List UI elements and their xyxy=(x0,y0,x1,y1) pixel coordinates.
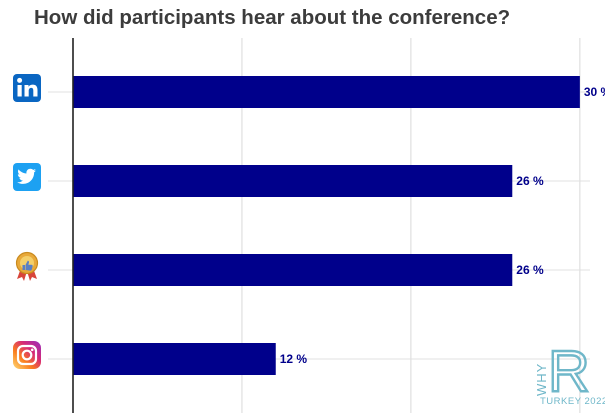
value-labels: 30 % 26 % 26 % 12 % xyxy=(280,85,605,366)
why-r-turkey-logo: WHY R TURKEY 2022 xyxy=(534,338,605,407)
bar-0 xyxy=(73,76,580,108)
chart-title: How did participants hear about the conf… xyxy=(34,6,511,29)
bars xyxy=(73,76,580,375)
logo-why-text: WHY xyxy=(534,363,549,396)
value-label-1: 26 % xyxy=(516,174,544,188)
bar-2 xyxy=(73,254,513,286)
linkedin-icon xyxy=(13,74,41,102)
bar-3 xyxy=(73,343,276,375)
bar-1 xyxy=(73,165,513,197)
instagram-icon xyxy=(13,341,41,369)
value-label-3: 12 % xyxy=(280,352,308,366)
logo-turkey-text: TURKEY 2022 xyxy=(540,396,605,407)
twitter-icon xyxy=(13,163,41,191)
award-ribbon-icon xyxy=(15,251,39,281)
value-label-2: 26 % xyxy=(516,263,544,277)
logo-r-letter: R xyxy=(548,339,590,404)
value-label-0: 30 % xyxy=(584,85,605,99)
